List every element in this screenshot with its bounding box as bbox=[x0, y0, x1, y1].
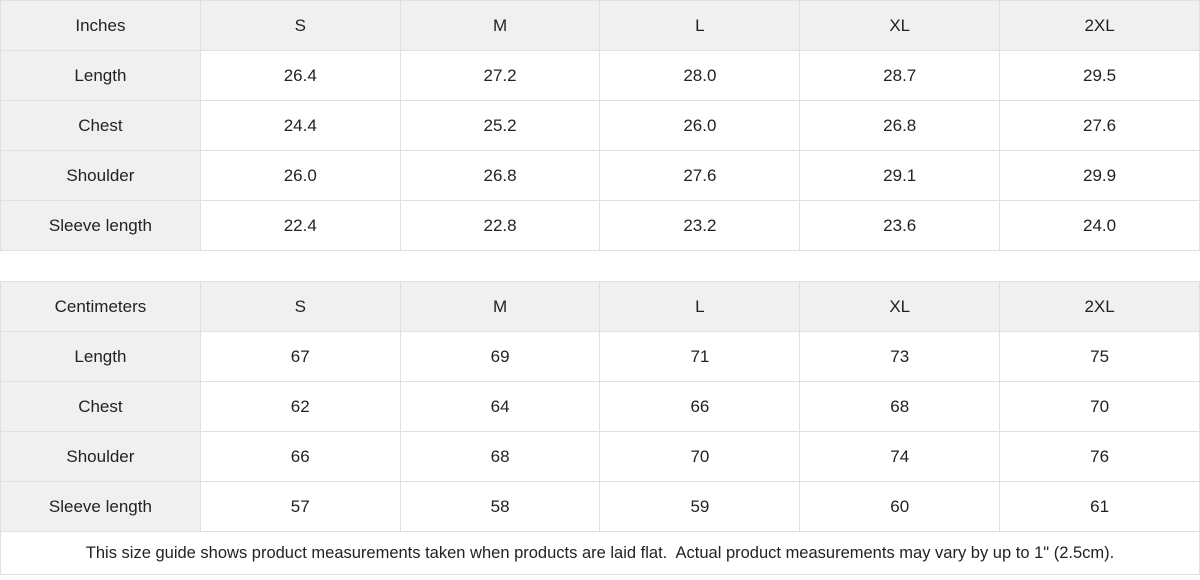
measurement-value-cell: 26.8 bbox=[399, 150, 601, 201]
measurement-value-cell: 27.2 bbox=[399, 50, 601, 101]
measure-label-cell: Length bbox=[0, 50, 201, 101]
table-gap bbox=[0, 251, 1200, 281]
measurement-value-cell: 27.6 bbox=[599, 150, 801, 201]
size-header-cell: L bbox=[599, 0, 801, 51]
measure-label-cell: Sleeve length bbox=[0, 200, 201, 251]
size-header-cell: 2XL bbox=[999, 281, 1200, 332]
size-header-cell: 2XL bbox=[999, 0, 1200, 51]
size-header-cell: XL bbox=[799, 281, 1001, 332]
table-row: Shoulder 26.0 26.8 27.6 29.1 29.9 bbox=[0, 150, 1200, 201]
measurement-value-cell: 26.0 bbox=[199, 150, 401, 201]
measurement-value-cell: 76 bbox=[999, 431, 1200, 482]
measurement-value-cell: 70 bbox=[999, 381, 1200, 432]
measurement-value-cell: 69 bbox=[399, 331, 601, 382]
size-header-cell: L bbox=[599, 281, 801, 332]
table-row: Shoulder 66 68 70 74 76 bbox=[0, 431, 1200, 482]
measurement-value-cell: 25.2 bbox=[399, 100, 601, 151]
measurement-value-cell: 26.0 bbox=[599, 100, 801, 151]
measure-label-cell: Shoulder bbox=[0, 150, 201, 201]
measurement-value-cell: 29.1 bbox=[799, 150, 1001, 201]
centimeters-size-table: Centimeters S M L XL 2XL Length 67 69 71 73 75 Chest… bbox=[0, 281, 1200, 532]
measurement-value-cell: 74 bbox=[799, 431, 1001, 482]
measure-label-cell: Shoulder bbox=[0, 431, 201, 482]
measurement-value-cell: 71 bbox=[599, 331, 801, 382]
measurement-value-cell: 23.2 bbox=[599, 200, 801, 251]
inches-header-row: Inches S M L XL 2XL bbox=[0, 0, 1200, 51]
centimeters-header-row: Centimeters S M L XL 2XL bbox=[0, 281, 1200, 332]
measure-label-cell: Sleeve length bbox=[0, 481, 201, 532]
measurement-value-cell: 73 bbox=[799, 331, 1001, 382]
measure-label-cell: Length bbox=[0, 331, 201, 382]
measurement-value-cell: 66 bbox=[599, 381, 801, 432]
measurement-value-cell: 58 bbox=[399, 481, 601, 532]
measurement-value-cell: 62 bbox=[199, 381, 401, 432]
size-header-cell: XL bbox=[799, 0, 1001, 51]
size-header-cell: S bbox=[199, 281, 401, 332]
unit-header-cell: Inches bbox=[0, 0, 201, 51]
measurement-value-cell: 28.0 bbox=[599, 50, 801, 101]
measurement-value-cell: 75 bbox=[999, 331, 1200, 382]
measurement-value-cell: 24.4 bbox=[199, 100, 401, 151]
unit-header-cell: Centimeters bbox=[0, 281, 201, 332]
measurement-value-cell: 29.9 bbox=[999, 150, 1200, 201]
measurement-value-cell: 23.6 bbox=[799, 200, 1001, 251]
size-guide-note: This size guide shows product measuremen… bbox=[0, 532, 1200, 575]
measurement-value-cell: 68 bbox=[799, 381, 1001, 432]
measurement-value-cell: 28.7 bbox=[799, 50, 1001, 101]
size-header-cell: S bbox=[199, 0, 401, 51]
table-row: Sleeve length 57 58 59 60 61 bbox=[0, 481, 1200, 532]
table-row: Chest 24.4 25.2 26.0 26.8 27.6 bbox=[0, 100, 1200, 151]
measurement-value-cell: 60 bbox=[799, 481, 1001, 532]
table-row: Chest 62 64 66 68 70 bbox=[0, 381, 1200, 432]
measurement-value-cell: 22.8 bbox=[399, 200, 601, 251]
measurement-value-cell: 67 bbox=[199, 331, 401, 382]
inches-size-table: Inches S M L XL 2XL Length 26.4 27.2 28.0 28.7 29.5… bbox=[0, 0, 1200, 251]
size-header-cell: M bbox=[399, 281, 601, 332]
measurement-value-cell: 26.4 bbox=[199, 50, 401, 101]
measurement-value-cell: 68 bbox=[399, 431, 601, 482]
measure-label-cell: Chest bbox=[0, 100, 201, 151]
measurement-value-cell: 57 bbox=[199, 481, 401, 532]
table-row: Sleeve length 22.4 22.8 23.2 23.6 24.0 bbox=[0, 200, 1200, 251]
measurement-value-cell: 24.0 bbox=[999, 200, 1200, 251]
measurement-value-cell: 66 bbox=[199, 431, 401, 482]
measure-label-cell: Chest bbox=[0, 381, 201, 432]
measurement-value-cell: 59 bbox=[599, 481, 801, 532]
measurement-value-cell: 22.4 bbox=[199, 200, 401, 251]
measurement-value-cell: 27.6 bbox=[999, 100, 1200, 151]
measurement-value-cell: 61 bbox=[999, 481, 1200, 532]
measurement-value-cell: 29.5 bbox=[999, 50, 1200, 101]
measurement-value-cell: 64 bbox=[399, 381, 601, 432]
table-row: Length 26.4 27.2 28.0 28.7 29.5 bbox=[0, 50, 1200, 101]
size-header-cell: M bbox=[399, 0, 601, 51]
table-row: Length 67 69 71 73 75 bbox=[0, 331, 1200, 382]
measurement-value-cell: 26.8 bbox=[799, 100, 1001, 151]
measurement-value-cell: 70 bbox=[599, 431, 801, 482]
